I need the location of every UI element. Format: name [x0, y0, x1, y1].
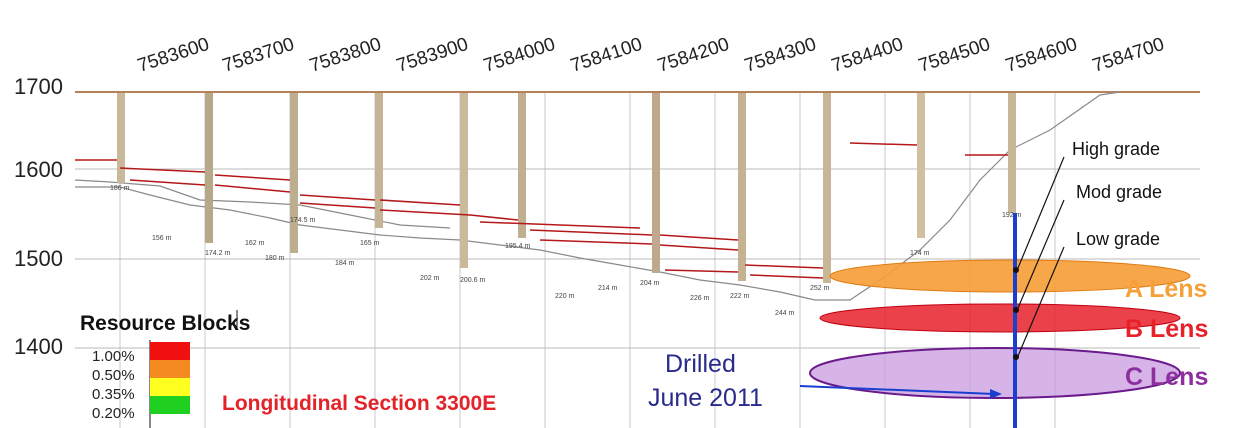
- b-lens-shape: [819, 303, 1181, 333]
- elevation-label: 1500: [14, 246, 63, 271]
- hole-depth-label: 204 m: [640, 280, 660, 287]
- hole-depth-label: 184 m: [335, 260, 355, 267]
- drill-hole: [518, 93, 526, 238]
- resource-blocks-legend: Resource Blocks 1.00% 0.50% 0.35% 0.20%: [80, 310, 250, 428]
- x-tick-label: 7583800: [307, 34, 384, 77]
- grade-histogram-bars: [75, 142, 1008, 279]
- drill-hole: [738, 93, 746, 281]
- hole-depth-label: 195.4 m: [505, 243, 530, 250]
- lens-labels: A Lens B Lens C Lens: [1125, 275, 1208, 391]
- grade-callout-leaders: [1017, 156, 1065, 357]
- hole-depth-label: 174 m: [910, 250, 930, 257]
- hole-depth-label: 222 m: [730, 293, 750, 300]
- c-lens-label: C Lens: [1125, 363, 1208, 391]
- hole-depth-label: 244 m: [775, 310, 795, 317]
- hole-depth-label: 156 m: [152, 235, 172, 242]
- grade-callout-labels: High grade Mod grade Low grade: [1072, 139, 1162, 249]
- legend-swatch-3: [150, 378, 190, 396]
- grade-callout-dots: [1013, 267, 1019, 360]
- x-axis-tick-labels: 7583600 7583700 7583800 7583900 7584000 …: [135, 34, 1167, 77]
- hole-depth-label: 162 m: [245, 240, 265, 247]
- hole-depth-label: 174.5 m: [290, 217, 315, 224]
- drill-hole: [290, 93, 298, 253]
- a-lens-label: A Lens: [1125, 275, 1207, 303]
- drill-hole: [1008, 93, 1016, 213]
- drilled-arrow-head: [990, 389, 1002, 399]
- high-grade-label: High grade: [1072, 139, 1160, 159]
- drill-holes: [117, 93, 1016, 283]
- drill-hole: [917, 93, 925, 238]
- legend-label: 1.00%: [92, 348, 135, 365]
- drilled-note-line1: Drilled: [665, 350, 736, 378]
- legend-swatch-4: [150, 396, 190, 414]
- x-tick-label: 7584600: [1003, 34, 1080, 77]
- pit-bottom-profile: [75, 91, 1121, 301]
- hole-depth-label: 165 m: [360, 240, 380, 247]
- drilled-note: Drilled June 2011: [648, 350, 763, 412]
- hole-depth-label: 202 m: [420, 275, 440, 282]
- legend-label: 0.50%: [92, 367, 135, 384]
- x-tick-label: 7583600: [135, 34, 212, 77]
- a-lens-shape: [829, 259, 1191, 293]
- hole-depth-label: 200.6 m: [460, 277, 485, 284]
- x-tick-label: 7584300: [742, 34, 819, 77]
- pit-bottom-profile-2: [74, 179, 451, 229]
- mod-grade-label: Mod grade: [1076, 182, 1162, 202]
- hole-depth-labels: 186 m 156 m 174.2 m 162 m 180 m 174.5 m …: [110, 185, 1022, 317]
- x-tick-label: 7584100: [568, 34, 645, 77]
- hole-depth-label: 186 m: [110, 185, 130, 192]
- x-tick-label: 7584400: [829, 34, 906, 77]
- x-tick-label: 7584700: [1090, 34, 1167, 77]
- low-grade-label: Low grade: [1076, 229, 1160, 249]
- legend-title: Resource Blocks: [80, 312, 250, 335]
- hole-depth-label: 192 m: [1002, 212, 1022, 219]
- drill-hole: [205, 93, 213, 243]
- drill-hole: [375, 93, 383, 228]
- drilled-arrow-shaft: [799, 385, 995, 395]
- drill-hole: [460, 93, 468, 268]
- drilled-note-line2: June 2011: [648, 384, 763, 412]
- c-lens-shape: [809, 347, 1181, 399]
- section-title: Longitudinal Section 3300E: [222, 392, 496, 415]
- legend-swatch-2: [150, 360, 190, 378]
- legend-label: 0.20%: [92, 405, 135, 422]
- elevation-label: 1400: [14, 334, 63, 359]
- elevation-label: 1700: [14, 74, 63, 99]
- hole-depth-label: 214 m: [598, 285, 618, 292]
- hole-depth-label: 220 m: [555, 293, 575, 300]
- elevation-labels: 1700 1600 1500 1400: [14, 74, 63, 359]
- x-tick-label: 7584500: [916, 34, 993, 77]
- hole-depth-label: 180 m: [265, 255, 285, 262]
- hole-depth-label: 252 m: [810, 285, 830, 292]
- drill-hole: [823, 93, 831, 283]
- drill-hole: [117, 93, 125, 183]
- elevation-label: 1600: [14, 157, 63, 182]
- b-lens-label: B Lens: [1125, 315, 1208, 343]
- x-tick-label: 7584200: [655, 34, 732, 77]
- x-tick-label: 7583900: [394, 34, 471, 77]
- legend-label: 0.35%: [92, 386, 135, 403]
- x-tick-label: 7583700: [220, 34, 297, 77]
- hole-depth-label: 174.2 m: [205, 250, 230, 257]
- hole-depth-label: 226 m: [690, 295, 710, 302]
- legend-swatch-1: [150, 342, 190, 360]
- drill-hole: [652, 93, 660, 273]
- x-tick-label: 7584000: [481, 34, 558, 77]
